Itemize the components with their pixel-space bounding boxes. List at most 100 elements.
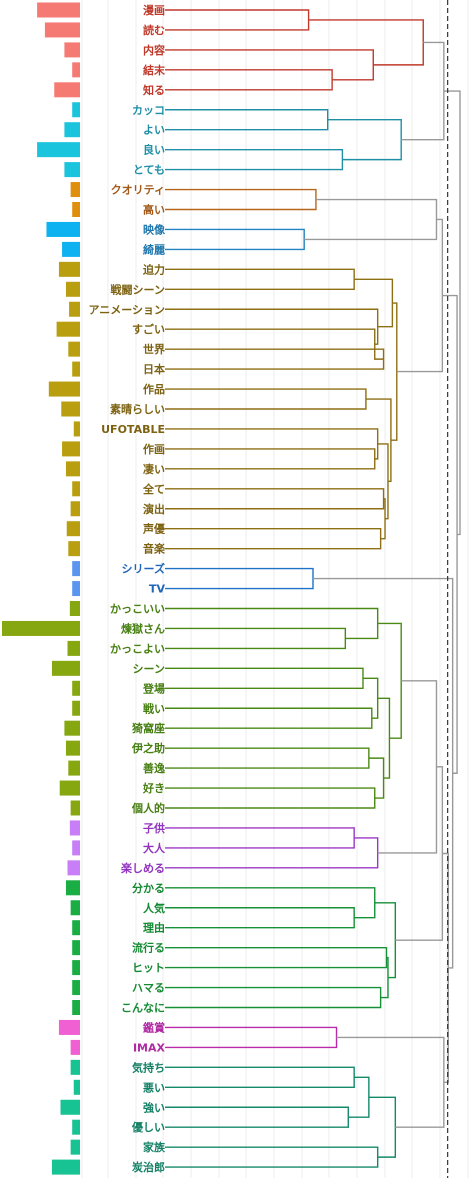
frequency-bar [46,221,80,237]
leaf-label: 善逸 [143,761,165,775]
leaf-label: 煉獄さん [121,621,165,635]
frequency-bar [72,960,80,976]
leaf-label: 子供 [143,821,165,835]
frequency-bar [72,202,80,217]
leaf-label: クオリティ [111,184,165,197]
leaf-label: すごい [132,322,165,336]
leaf-label: IMAX [133,1041,166,1054]
frequency-bar [64,42,80,58]
frequency-bar [69,820,80,836]
frequency-bar [72,980,80,996]
frequency-bar [72,680,80,696]
leaf-label: 演出 [143,502,165,516]
frequency-bar [60,1099,80,1115]
leaf-label: 作品 [143,382,165,396]
frequency-bar [59,780,80,796]
frequency-bar [72,481,80,497]
gridlines [81,0,474,1178]
leaf-label: 猗窩座 [132,721,165,735]
leaf-label: 結末 [143,63,166,77]
leaf-label: かっこよい [110,642,165,655]
leaf-label: 音楽 [143,542,166,556]
frequency-bar [64,162,80,178]
frequency-bar [37,142,80,158]
frequency-bar [69,301,80,317]
leaf-label: 声優 [142,522,166,536]
frequency-bar [62,441,80,457]
frequency-bar [70,1059,80,1075]
leaf-label: 内容 [143,43,165,57]
leaf-label: 漫画 [143,3,165,17]
frequency-bar [72,581,80,597]
leaf-labels: 漫画読む内容結末知るカッコよい良いとてもクオリティ高い映像綺麗迫力戦闘シーンアニ… [88,3,166,1174]
frequency-bar [72,561,80,577]
leaf-label: 戦闘シーン [111,282,165,296]
leaf-label: よい [143,124,165,137]
leaf-label: 優しい [131,1120,165,1134]
leaf-label: 高い [143,203,165,217]
leaf-label: 日本 [143,362,165,376]
frequency-bar [65,281,80,297]
leaf-label: 全て [142,482,165,496]
frequency-bar [51,1159,80,1175]
leaf-label: 強い [143,1100,165,1114]
leaf-label: 気持ち [132,1060,165,1074]
frequency-bar [65,880,80,896]
frequency-bar [65,461,80,477]
leaf-label: 映像 [143,222,166,236]
leaf-label: こんなに [121,1002,165,1015]
frequency-bar [2,620,80,636]
frequency-bar [73,1079,80,1095]
frequency-bar [64,720,80,736]
frequency-bar [68,760,80,776]
dendrogram-link [443,90,461,536]
frequency-bar [64,122,80,138]
leaf-label: 素晴らしい [110,402,165,416]
frequency-bar [65,740,80,756]
frequency-bar [44,22,80,38]
frequency-bar [72,840,80,856]
leaf-label: 鑑賞 [143,1020,165,1034]
leaf-label: 綺麗 [143,242,165,256]
frequency-bar [54,82,80,98]
frequency-bar [70,900,80,916]
leaf-label: かっこいい [110,603,165,616]
leaf-label: 人気 [143,901,165,915]
leaf-label: 理由 [143,921,165,935]
frequency-bar [67,640,80,656]
frequency-bar [37,2,80,18]
frequency-bar [68,341,80,357]
frequency-bar [51,660,80,676]
frequency-bar [66,521,80,537]
leaf-label: とても [133,164,165,177]
frequency-bar [58,1019,80,1035]
leaf-label: 楽しめる [120,861,165,875]
leaf-label: 凄い [143,462,165,476]
frequency-bar [72,1119,80,1135]
leaf-label: 炭治郎 [132,1160,165,1174]
frequency-bar [72,920,80,936]
leaf-label: 個人的 [131,801,165,815]
leaf-label: ヒット [132,962,165,975]
leaf-label: 流行る [132,941,165,955]
leaf-label: 伊之助 [131,741,165,755]
frequency-bar [72,700,80,716]
frequency-bar [72,940,80,956]
leaf-label: 読む [143,23,165,37]
frequency-bar [73,421,80,437]
frequency-bar [72,102,80,118]
frequency-bar [67,860,80,876]
frequency-bar [72,1000,80,1015]
leaf-label: シリーズ [122,562,165,576]
leaf-label: 悪い [143,1081,165,1094]
frequency-bar [70,182,80,198]
leaf-label: UFOTABLE [101,423,165,436]
leaf-label: シーン [133,662,165,675]
frequency-bar [56,321,80,337]
leaf-label: 分かる [132,881,165,895]
frequency-bar [58,261,80,277]
leaf-label: 世界 [143,342,165,356]
leaf-label: TV [149,583,166,596]
leaf-label: 家族 [143,1140,166,1154]
